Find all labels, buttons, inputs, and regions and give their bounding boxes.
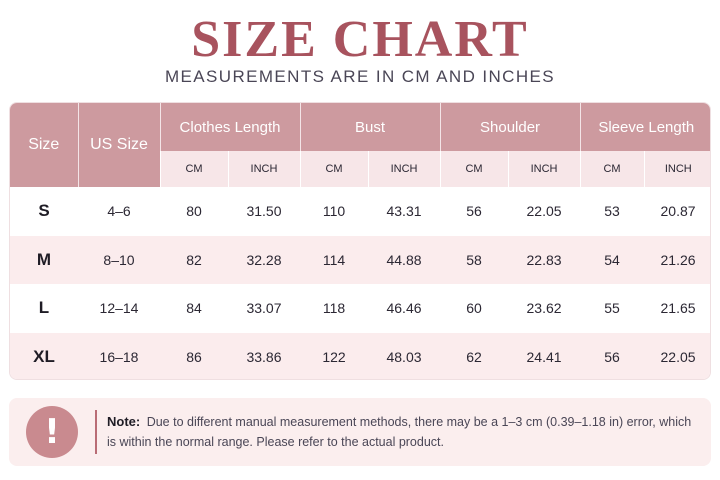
us-size-cell: 16–18 (99, 348, 139, 365)
unit-header-inch: INCH (507, 151, 581, 187)
table-row: M 8–10 82 32.28 114 44.88 58 22.83 54 21… (10, 235, 710, 284)
table-cell: 80 (186, 203, 202, 220)
table-cell: 60 (466, 300, 482, 317)
table-row: XL 16–18 86 33.86 122 48.03 62 24.41 56 … (10, 332, 710, 379)
table-cell: 22.83 (526, 251, 562, 268)
us-size-cell: 8–10 (103, 251, 135, 268)
table-cell: 86 (186, 348, 202, 365)
table-cell: 58 (466, 251, 482, 268)
table-cell: 44.88 (386, 251, 422, 268)
table-cell: 33.07 (246, 300, 282, 317)
size-cell: L (38, 298, 50, 318)
table-cell: 43.31 (386, 203, 422, 220)
note-label: Note: (107, 414, 141, 429)
unit-header-inch: INCH (367, 151, 441, 187)
table-cell: 56 (604, 348, 620, 365)
table-cell: 32.28 (246, 251, 282, 268)
table-cell: 22.05 (660, 348, 696, 365)
table-cell: 46.46 (386, 300, 422, 317)
us-size-cell: 4–6 (107, 203, 131, 220)
us-size-column-header: US Size (77, 103, 160, 187)
table-cell: 62 (466, 348, 482, 365)
note-box: ! Note: Due to different manual measurem… (9, 398, 711, 466)
unit-header-cm: CM (579, 151, 645, 187)
unit-header-inch: INCH (227, 151, 300, 187)
table-cell: 22.05 (526, 203, 562, 220)
table-row: S 4–6 80 31.50 110 43.31 56 22.05 53 20.… (10, 187, 710, 236)
note-text: Note: Due to different manual measuremen… (107, 412, 697, 452)
table-cell: 53 (604, 203, 620, 220)
table-cell: 33.86 (246, 348, 282, 365)
size-cell: S (38, 201, 50, 221)
unit-header-cm: CM (439, 151, 509, 187)
table-cell: 31.50 (246, 203, 282, 220)
exclamation-icon: ! (26, 406, 78, 458)
table-cell: 118 (322, 300, 346, 317)
page-subtitle: MEASUREMENTS ARE IN CM AND INCHES (164, 67, 556, 86)
unit-header-inch: INCH (643, 151, 710, 187)
table-cell: 114 (322, 251, 346, 268)
table-cell: 56 (466, 203, 482, 220)
table-cell: 54 (604, 251, 620, 268)
table-cell: 122 (322, 348, 346, 365)
shoulder-header: Shoulder (439, 103, 581, 151)
table-cell: 82 (186, 251, 202, 268)
sleeve-length-header: Sleeve Length (579, 103, 710, 151)
table-cell: 21.26 (660, 251, 696, 268)
note-divider (95, 410, 97, 454)
unit-header-cm: CM (299, 151, 368, 187)
clothes-length-header: Clothes Length (159, 103, 300, 151)
size-cell: XL (33, 346, 55, 366)
unit-header-cm: CM (159, 151, 228, 187)
us-size-cell: 12–14 (99, 300, 139, 317)
table-cell: 110 (322, 203, 346, 220)
table-cell: 55 (604, 300, 620, 317)
table-cell: 21.65 (660, 300, 696, 317)
table-cell: 24.41 (526, 348, 562, 365)
size-cell: M (36, 249, 52, 269)
table-row: L 12–14 84 33.07 118 46.46 60 23.62 55 2… (10, 284, 710, 333)
bust-header: Bust (299, 103, 441, 151)
table-cell: 23.62 (526, 300, 562, 317)
page-title: SIZE CHART (191, 11, 529, 68)
table-cell: 20.87 (660, 203, 696, 220)
size-column-header: Size (10, 103, 78, 187)
table-cell: 84 (186, 300, 202, 317)
size-chart-table: Size US Size Clothes Length Bust Shoulde… (9, 102, 711, 380)
note-body: Due to different manual measurement meth… (107, 415, 692, 449)
table-cell: 48.03 (386, 348, 422, 365)
